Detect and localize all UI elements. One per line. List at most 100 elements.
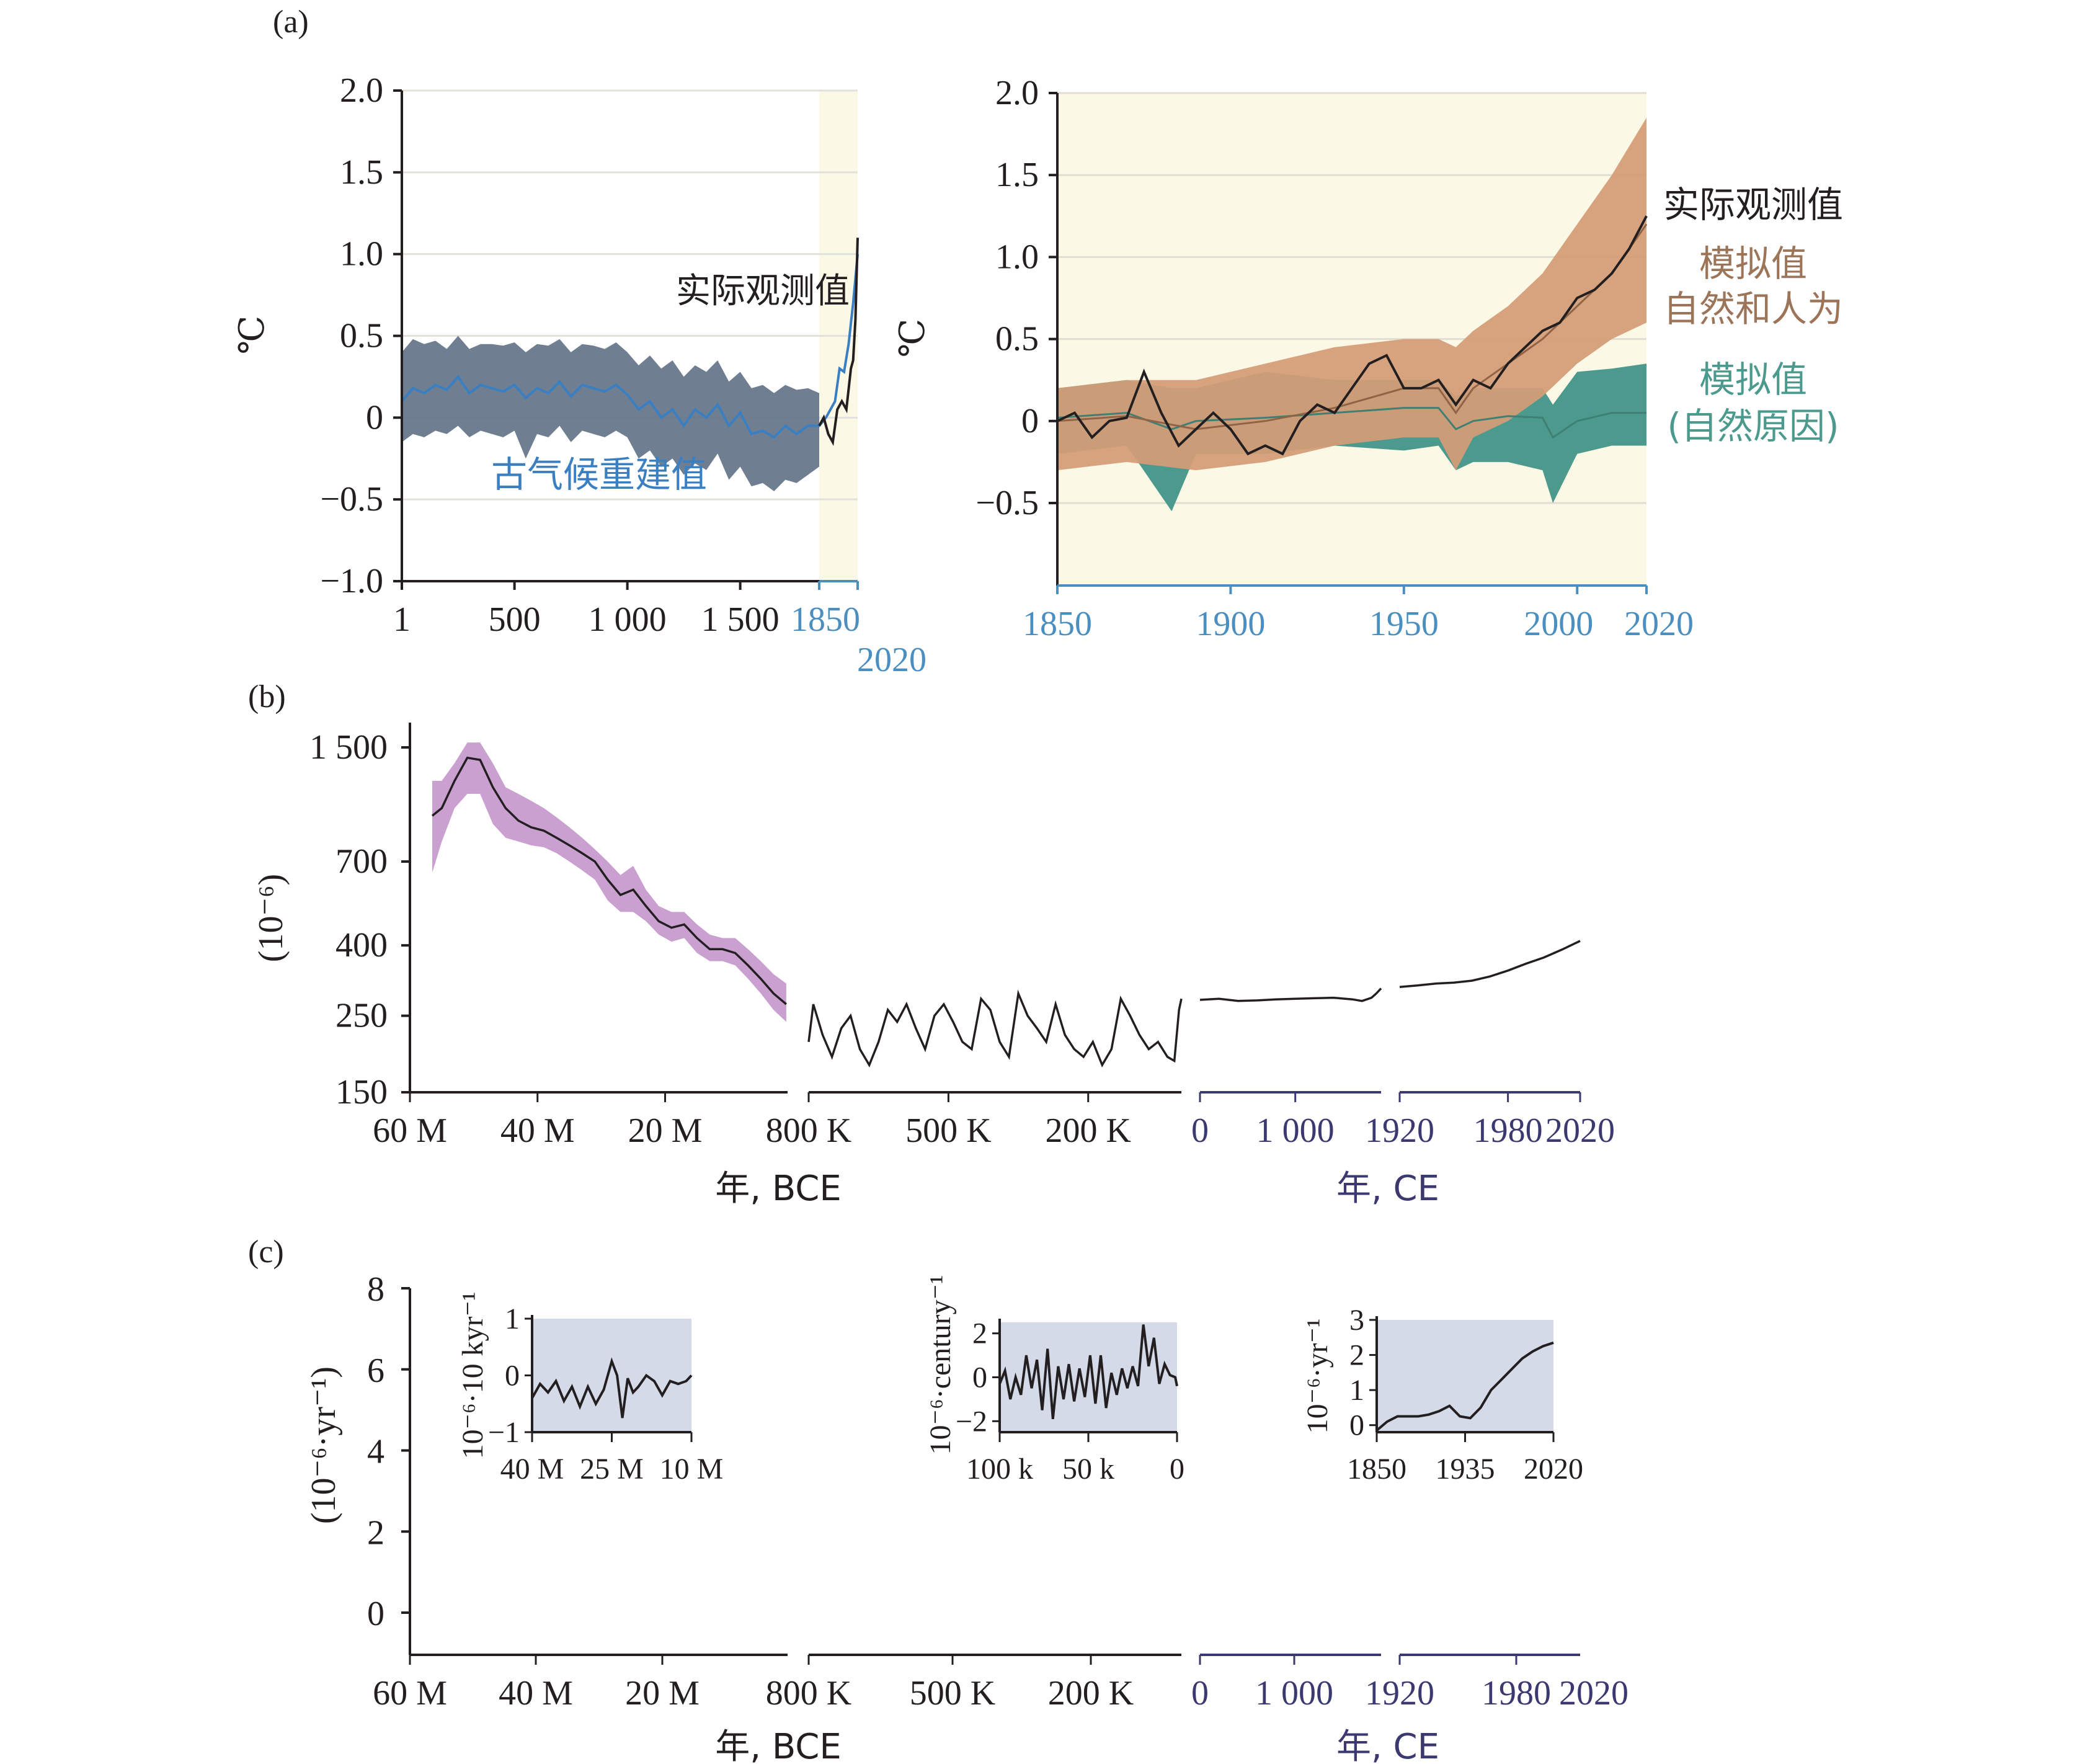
x-tick-label: 0: [1191, 1111, 1209, 1150]
x-tick-label: 1950: [1369, 605, 1439, 643]
inset-y-axis-label: 10⁻⁶·century⁻¹: [924, 1275, 957, 1455]
x-tick-label: 1920: [1365, 1674, 1434, 1713]
gridlines: [402, 89, 858, 501]
inset-y-axis-label: 10⁻⁶·10 kyr⁻¹: [456, 1292, 489, 1459]
x-tick-label: 60 M: [373, 1674, 447, 1713]
inset-x-tick-label: 10 M: [660, 1453, 724, 1486]
inset-y-tick-label: 0: [505, 1360, 520, 1392]
axes: [401, 723, 1581, 1102]
y-tick-label: 2.0: [340, 71, 383, 110]
legend-sim-natural-line1: 模拟值: [1699, 359, 1807, 401]
co2-line-segment: [431, 756, 788, 1005]
y-axis-label: ℃: [233, 316, 272, 355]
y-tick-label: 1.5: [340, 153, 383, 192]
inset-background: [1377, 1320, 1553, 1432]
x-tick-label: 1 000: [1256, 1111, 1335, 1150]
y-axis-label: (10⁻⁶): [252, 874, 290, 962]
y-tick-labels: 2.0 1.5 1.0 0.5 0 −0.5: [975, 74, 1039, 522]
inset-y-tick-label: 3: [1349, 1304, 1364, 1337]
legend-sim-human-line2: 自然和人为: [1663, 288, 1843, 330]
x-axis-label-ce: 年, CE: [1336, 1727, 1439, 1764]
x-tick-label: 40 M: [500, 1111, 575, 1150]
y-tick-label: 700: [335, 842, 388, 881]
inset-line: [1375, 1341, 1554, 1432]
x-tick-label: 2020: [1545, 1111, 1615, 1150]
inset-line: [998, 1324, 1178, 1420]
inset-x-tick-label: 1935: [1436, 1453, 1495, 1486]
x-tick-label: 20 M: [625, 1674, 700, 1713]
inset-x-tick-label: 1850: [1347, 1453, 1406, 1486]
inset-x-tick-label: 2020: [1524, 1453, 1583, 1486]
x-tick-label: 1980: [1482, 1674, 1551, 1713]
x-tick-label: 1 000: [589, 600, 667, 639]
x-axis-label-bce: 年, BCE: [715, 1169, 842, 1209]
inset-y-tick-label: 2: [972, 1317, 987, 1350]
observed-line: [1057, 215, 1648, 456]
axes: [401, 1287, 1580, 1665]
panel-a-right-chart: 2.0 1.5 1.0 0.5 0 −0.5 1850 1900 1950 2000 2020 ℃…: [894, 74, 1843, 643]
x-tick-label: 40 M: [499, 1674, 573, 1713]
y-tick-label: 1.0: [995, 238, 1039, 276]
inset-y-axis-label: 10⁻⁶·yr⁻¹: [1301, 1319, 1334, 1434]
observed-line: [818, 238, 859, 447]
inset-line: [531, 1357, 693, 1419]
x-tick-label-highlight: 2020: [857, 641, 926, 679]
legend: 实际观测值 模拟值 自然和人为 模拟值 (自然原因): [1663, 184, 1843, 447]
legend-sim-natural-line2: (自然原因): [1667, 405, 1839, 447]
axes: [1049, 92, 1648, 594]
y-tick-label: 150: [335, 1073, 388, 1111]
inset-x-tick-label: 25 M: [580, 1453, 644, 1486]
legend-sim-human-line1: 模拟值: [1699, 243, 1807, 285]
inset-y-tick-label: −1: [488, 1416, 520, 1449]
x-tick-label: 800 K: [766, 1674, 851, 1713]
panel-label-c: (c): [248, 1234, 284, 1270]
x-tick-label: 1: [393, 600, 411, 639]
x-tick-label: 200 K: [1048, 1674, 1134, 1713]
inset-chart-1: 1 0 −1 40 M 25 M 10 M 10⁻⁶·10 kyr⁻¹: [456, 1292, 723, 1486]
y-tick-labels: 1 500 700 400 250 150: [309, 728, 388, 1111]
x-tick-label: 2020: [1559, 1674, 1628, 1713]
x-tick-label: 1 000: [1255, 1674, 1333, 1713]
panel-label-b: (b): [248, 679, 286, 715]
x-tick-label: 500 K: [910, 1674, 995, 1713]
annotation-observed: 实际观测值: [676, 271, 850, 311]
inset-y-tick-label: 0: [972, 1361, 987, 1394]
y-tick-label: 0.5: [995, 320, 1039, 359]
y-tick-label: 400: [335, 926, 388, 964]
panel-a-left-chart: 2.0 1.5 1.0 0.5 0 −0.5 −1.0 1 500 1 000 1 500 1850…: [233, 71, 926, 679]
y-tick-label: −0.5: [975, 484, 1039, 522]
y-tick-label: 0: [366, 398, 383, 437]
co2-line-segment: [807, 989, 1183, 1067]
inset-chart-2: 2 0 −2 100 k 50 k 0 10⁻⁶·century⁻¹: [924, 1275, 1184, 1486]
x-tick-label: 0: [1191, 1674, 1209, 1713]
y-tick-label: 1.5: [995, 156, 1039, 194]
x-tick-label: 60 M: [373, 1111, 447, 1150]
y-tick-label: 0: [1021, 402, 1039, 440]
gridlines: [1057, 92, 1646, 504]
x-tick-labels: 1850 1900 1950 2000 2020: [1023, 605, 1694, 643]
x-tick-label: 800 K: [766, 1111, 851, 1150]
inset-y-tick-label: 1: [1349, 1374, 1364, 1407]
inset-x-tick-label: 50 k: [1062, 1453, 1114, 1486]
x-tick-label: 200 K: [1046, 1111, 1131, 1150]
human-natural-band: [1057, 117, 1646, 471]
inset-y-tick-label: −2: [956, 1405, 987, 1438]
y-tick-labels: 2.0 1.5 1.0 0.5 0 −0.5 −1.0: [320, 71, 383, 600]
y-axis-label: (10⁻⁶·yr⁻¹): [304, 1366, 343, 1524]
inset-y-tick-label: 0: [1349, 1409, 1364, 1442]
x-tick-label: 20 M: [628, 1111, 703, 1150]
x-tick-label: 1980: [1473, 1111, 1543, 1150]
x-tick-label: 2020: [1624, 605, 1694, 643]
y-tick-label: −1.0: [320, 562, 383, 600]
x-tick-label-highlight: 1850: [791, 600, 860, 639]
panel-label-a: (a): [273, 4, 309, 40]
co2-line-segment: [1399, 940, 1581, 988]
x-tick-label: 500: [489, 600, 541, 639]
panel-b-chart: 1 500 700 400 250 150 60 M 40 M 20 M 800 K 500 K…: [252, 723, 1615, 1209]
inset-y-tick-label: 1: [505, 1303, 520, 1335]
legend-observed: 实际观测值: [1663, 184, 1843, 226]
axes: [393, 89, 859, 590]
